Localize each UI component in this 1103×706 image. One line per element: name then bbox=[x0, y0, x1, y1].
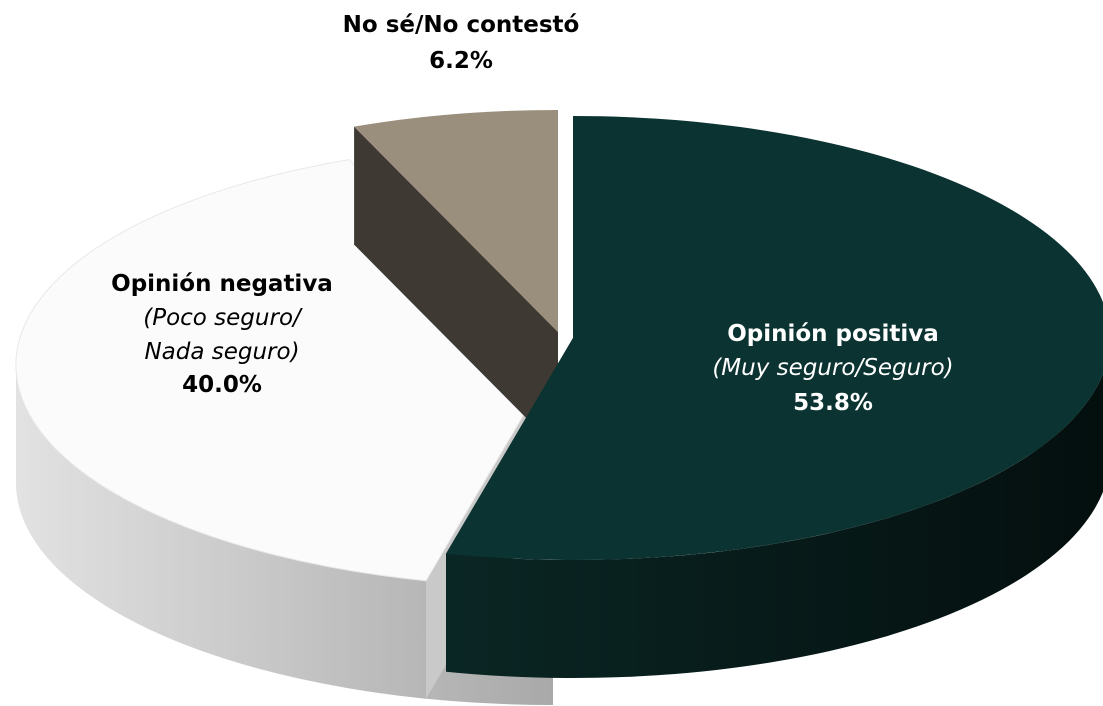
slice-name-no-answer: No sé/No contestó bbox=[343, 12, 580, 38]
slice-value-no-answer: 6.2% bbox=[429, 48, 493, 74]
slice-detail-positive: (Muy seguro/Seguro) bbox=[712, 355, 953, 381]
slice-no-answer bbox=[354, 109, 558, 332]
slice-side-positive bbox=[446, 373, 1103, 678]
slice-detail-negative-line2: Nada seguro) bbox=[144, 339, 299, 365]
slice-label-no-answer: No sé/No contestó 6.2% bbox=[343, 12, 580, 74]
slice-cut-no-answer bbox=[354, 126, 558, 450]
slice-label-positive: Opinión positiva (Muy seguro/Seguro) 53.… bbox=[712, 321, 953, 416]
slice-name-positive: Opinión positiva bbox=[727, 321, 939, 347]
slice-value-negative: 40.0% bbox=[182, 372, 262, 398]
slice-side-negative bbox=[16, 365, 553, 705]
slice-label-negative: Opinión negativa (Poco seguro/ Nada segu… bbox=[111, 271, 333, 398]
slice-positive bbox=[446, 116, 1103, 560]
slice-value-positive: 53.8% bbox=[793, 390, 873, 416]
slice-name-negative: Opinión negativa bbox=[111, 271, 333, 297]
slice-detail-negative-line1: (Poco seguro/ bbox=[143, 305, 303, 331]
